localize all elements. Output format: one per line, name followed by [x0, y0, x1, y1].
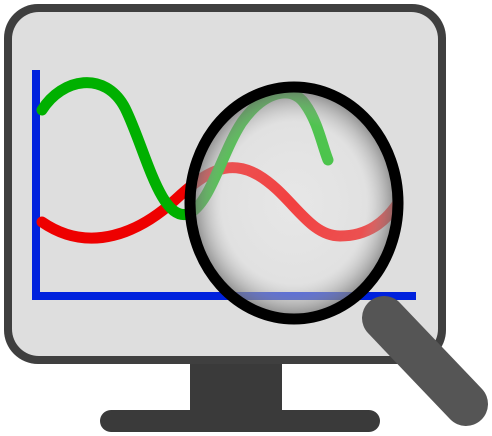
stand-base	[100, 410, 380, 432]
magnifier-lens-rim	[184, 81, 404, 325]
magnifier-lens-glass	[190, 87, 398, 319]
magnifier-handle	[362, 296, 488, 426]
